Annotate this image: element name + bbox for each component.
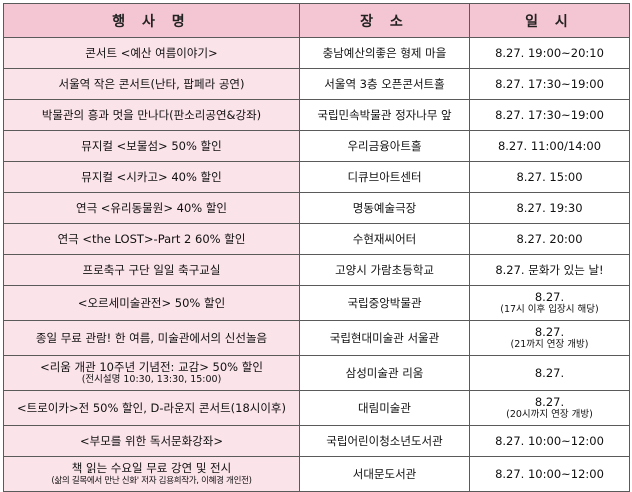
place-cell: 국립민속박물관 정자나무 앞 xyxy=(299,99,470,131)
table-row: <부모를 위한 독서문화강좌> 국립어린이청소년도서관 8.27. 10:00~… xyxy=(3,425,630,457)
place-cell: 충남예산의좋은 형제 마을 xyxy=(299,37,470,69)
event-cell: 연극 <유리동물원> 40% 할인 xyxy=(3,192,300,224)
table-row: 서울역 작은 콘서트(난타, 팝페라 공연) 서울역 3층 오픈콘서트홀 8.2… xyxy=(3,68,630,100)
event-main: <리움 개관 10주년 기념전: 교감> 50% 할인 xyxy=(40,360,263,374)
event-cell: 프로축구 구단 일일 축구교실 xyxy=(3,254,300,286)
table-row: 프로축구 구단 일일 축구교실 고양시 가람초등학교 8.27. 문화가 있는 … xyxy=(3,254,630,286)
event-cell: 뮤지컬 <보물섬> 50% 할인 xyxy=(3,130,300,162)
place-cell: 대림미술관 xyxy=(299,390,470,426)
date-cell: 8.27. 11:00/14:00 xyxy=(469,130,630,162)
place-cell: 서울역 3층 오픈콘서트홀 xyxy=(299,68,470,100)
event-main: 책 읽는 수요일 무료 강연 및 전시 xyxy=(71,461,232,475)
event-cell: 책 읽는 수요일 무료 강연 및 전시 (삶의 길목에서 만난 신화' 저자 김… xyxy=(3,456,300,492)
date-main: 8.27. xyxy=(534,325,565,339)
table-row: 뮤지컬 <시카고> 40% 할인 디큐브아트센터 8.27. 15:00 xyxy=(3,161,630,193)
event-note: (삶의 길목에서 만난 신화' 저자 김용희작가, 이혜경 개인전) xyxy=(51,476,252,486)
schedule-table: 행 사 명 장 소 일 시 콘서트 <예산 여름이야기> 충남예산의좋은 형제 … xyxy=(3,3,630,492)
date-cell: 8.27. 19:30 xyxy=(469,192,630,224)
date-cell: 8.27. (20시까지 연장 개방) xyxy=(469,390,630,426)
event-note: (전시설명 10:30, 13:30, 15:00) xyxy=(81,374,222,385)
table-row: 종일 무료 관람! 한 여름, 미술관에서의 신선놀음 국립현대미술관 서울관 … xyxy=(3,320,630,356)
place-cell: 수현재씨어터 xyxy=(299,223,470,255)
place-cell: 국립중앙박물관 xyxy=(299,285,470,321)
date-cell: 8.27. 17:30~19:00 xyxy=(469,68,630,100)
date-cell: 8.27. 10:00~12:00 xyxy=(469,456,630,492)
table-row: 연극 <유리동물원> 40% 할인 명동예술극장 8.27. 19:30 xyxy=(3,192,630,224)
table-row: <오르세미술관전> 50% 할인 국립중앙박물관 8.27. (17시 이후 입… xyxy=(3,285,630,321)
place-cell: 서대문도서관 xyxy=(299,456,470,492)
table-row: <리움 개관 10주년 기념전: 교감> 50% 할인 (전시설명 10:30,… xyxy=(3,355,630,391)
place-cell: 국립현대미술관 서울관 xyxy=(299,320,470,356)
date-main: 8.27. xyxy=(534,290,565,304)
place-cell: 명동예술극장 xyxy=(299,192,470,224)
date-cell: 8.27. xyxy=(469,355,630,391)
date-cell: 8.27. 10:00~12:00 xyxy=(469,425,630,457)
table-row: 박물관의 흥과 멋을 만나다(판소리공연&강좌) 국립민속박물관 정자나무 앞 … xyxy=(3,99,630,131)
date-cell: 8.27. 15:00 xyxy=(469,161,630,193)
date-cell: 8.27. (21까지 연장 개방) xyxy=(469,320,630,356)
place-cell: 디큐브아트센터 xyxy=(299,161,470,193)
place-cell: 우리금융아트홀 xyxy=(299,130,470,162)
event-cell: <오르세미술관전> 50% 할인 xyxy=(3,285,300,321)
event-cell: 연극 <the LOST>-Part 2 60% 할인 xyxy=(3,223,300,255)
event-cell: <리움 개관 10주년 기념전: 교감> 50% 할인 (전시설명 10:30,… xyxy=(3,355,300,391)
table-row: <트로이카>전 50% 할인, D-라운지 콘서트(18시이후) 대림미술관 8… xyxy=(3,390,630,426)
event-cell: 박물관의 흥과 멋을 만나다(판소리공연&강좌) xyxy=(3,99,300,131)
header-event: 행 사 명 xyxy=(3,3,300,38)
date-main: 8.27. xyxy=(534,395,565,409)
date-cell: 8.27. 19:00~20:10 xyxy=(469,37,630,69)
event-cell: 뮤지컬 <시카고> 40% 할인 xyxy=(3,161,300,193)
place-cell: 삼성미술관 리움 xyxy=(299,355,470,391)
date-note: (21까지 연장 개방) xyxy=(510,339,589,350)
date-cell: 8.27. 20:00 xyxy=(469,223,630,255)
table-row: 콘서트 <예산 여름이야기> 충남예산의좋은 형제 마을 8.27. 19:00… xyxy=(3,37,630,69)
schedule-table-wrapper: 행 사 명 장 소 일 시 콘서트 <예산 여름이야기> 충남예산의좋은 형제 … xyxy=(3,3,630,492)
date-cell: 8.27. (17시 이후 입장시 해당) xyxy=(469,285,630,321)
event-cell: 종일 무료 관람! 한 여름, 미술관에서의 신선놀음 xyxy=(3,320,300,356)
header-date: 일 시 xyxy=(469,3,630,38)
date-cell: 8.27. 문화가 있는 날! xyxy=(469,254,630,286)
date-note: (17시 이후 입장시 해당) xyxy=(500,304,599,315)
place-cell: 고양시 가람초등학교 xyxy=(299,254,470,286)
table-row: 연극 <the LOST>-Part 2 60% 할인 수현재씨어터 8.27.… xyxy=(3,223,630,255)
event-cell: <트로이카>전 50% 할인, D-라운지 콘서트(18시이후) xyxy=(3,390,300,426)
table-row: 책 읽는 수요일 무료 강연 및 전시 (삶의 길목에서 만난 신화' 저자 김… xyxy=(3,456,630,492)
event-cell: <부모를 위한 독서문화강좌> xyxy=(3,425,300,457)
place-cell: 국립어린이청소년도서관 xyxy=(299,425,470,457)
event-cell: 콘서트 <예산 여름이야기> xyxy=(3,37,300,69)
header-place: 장 소 xyxy=(299,3,470,38)
table-row: 뮤지컬 <보물섬> 50% 할인 우리금융아트홀 8.27. 11:00/14:… xyxy=(3,130,630,162)
date-note: (20시까지 연장 개방) xyxy=(506,409,593,420)
event-cell: 서울역 작은 콘서트(난타, 팝페라 공연) xyxy=(3,68,300,100)
table-header-row: 행 사 명 장 소 일 시 xyxy=(3,3,630,38)
date-cell: 8.27. 17:30~19:00 xyxy=(469,99,630,131)
